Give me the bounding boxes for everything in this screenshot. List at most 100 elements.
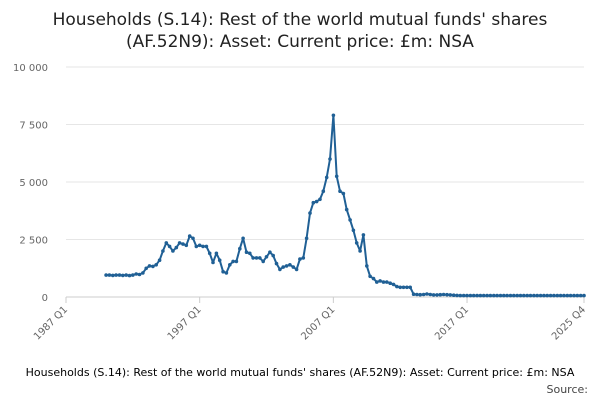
data-point[interactable] [532,293,536,298]
data-point[interactable] [291,265,296,269]
data-point[interactable] [238,246,242,251]
data-point[interactable] [241,236,245,241]
data-point[interactable] [411,292,416,297]
data-point[interactable] [278,267,282,272]
data-point[interactable] [318,197,322,202]
data-point[interactable] [408,285,413,290]
data-point[interactable] [271,253,276,258]
data-point[interactable] [535,293,539,298]
data-point[interactable] [505,293,509,298]
data-point[interactable] [371,276,376,281]
data-point[interactable] [471,293,476,298]
data-point[interactable] [187,234,192,238]
data-point[interactable] [157,258,162,263]
data-point[interactable] [154,263,158,267]
data-point[interactable] [264,254,269,259]
data-point[interactable] [331,113,336,118]
data-point[interactable] [137,272,142,277]
data-point[interactable] [568,293,573,298]
data-point[interactable] [558,293,563,298]
data-point[interactable] [455,293,459,298]
data-point[interactable] [395,284,399,289]
data-point[interactable] [334,174,339,179]
data-point[interactable] [405,285,409,290]
data-point[interactable] [248,251,252,256]
data-point[interactable] [421,292,426,297]
data-point[interactable] [475,293,479,298]
data-point[interactable] [254,256,259,260]
data-point[interactable] [425,292,429,296]
data-point[interactable] [538,293,543,298]
data-point[interactable] [502,293,506,298]
data-point[interactable] [314,199,319,204]
data-point[interactable] [441,292,446,297]
data-point[interactable] [344,207,349,212]
data-point[interactable] [217,258,222,263]
data-point[interactable] [478,293,483,298]
data-point[interactable] [365,264,369,268]
data-point[interactable] [321,189,326,193]
data-point[interactable] [418,292,423,297]
data-point[interactable] [211,260,215,265]
data-point[interactable] [147,264,152,268]
data-point[interactable] [375,280,379,284]
data-point[interactable] [141,271,145,275]
data-point[interactable] [378,279,382,283]
data-point[interactable] [488,293,493,298]
data-point[interactable] [117,273,122,277]
data-point[interactable] [458,293,463,298]
data-point[interactable] [328,157,332,161]
data-point[interactable] [174,245,179,250]
data-point[interactable] [228,263,232,267]
data-point[interactable] [415,292,419,297]
data-point[interactable] [381,280,386,284]
data-point[interactable] [572,293,576,298]
data-point[interactable] [221,269,225,274]
data-point[interactable] [398,285,403,290]
data-point[interactable] [358,249,362,253]
data-point[interactable] [311,200,316,205]
data-point[interactable] [244,250,249,254]
data-point[interactable] [575,293,580,298]
data-point[interactable] [361,233,366,237]
data-point[interactable] [555,293,560,298]
data-point[interactable] [468,293,473,298]
data-point[interactable] [525,293,529,298]
data-point[interactable] [144,266,148,271]
data-point[interactable] [224,271,229,275]
data-point[interactable] [204,244,209,249]
data-point[interactable] [522,293,526,298]
data-point[interactable] [562,293,566,298]
data-point[interactable] [258,256,262,260]
data-point[interactable] [401,285,406,290]
data-point[interactable] [201,244,205,249]
data-point[interactable] [465,293,469,298]
data-point[interactable] [207,251,212,256]
data-point[interactable] [194,244,199,249]
data-point[interactable] [391,282,396,287]
data-point[interactable] [111,273,115,278]
data-point[interactable] [338,189,342,193]
data-point[interactable] [184,243,189,248]
data-point[interactable] [451,293,456,298]
data-point[interactable] [304,236,309,241]
data-point[interactable] [428,292,433,297]
data-point[interactable] [461,293,466,298]
data-point[interactable] [445,292,449,297]
data-point[interactable] [324,175,329,180]
data-point[interactable] [348,218,352,222]
data-point[interactable] [481,293,486,298]
data-point[interactable] [385,280,389,284]
data-point[interactable] [164,241,169,245]
data-point[interactable] [104,273,108,277]
data-point[interactable] [131,273,135,277]
data-point[interactable] [545,293,549,298]
data-point[interactable] [448,293,453,297]
data-point[interactable] [498,293,503,298]
data-point[interactable] [301,256,306,260]
data-point[interactable] [578,293,583,298]
data-point[interactable] [351,228,356,233]
data-point[interactable] [552,293,556,298]
data-point[interactable] [167,244,172,249]
data-point[interactable] [181,242,185,246]
